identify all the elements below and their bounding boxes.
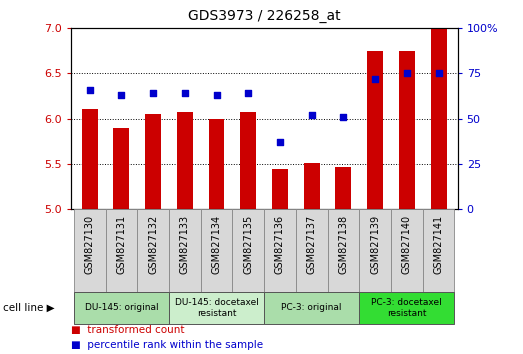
Text: GSM827135: GSM827135 bbox=[243, 215, 253, 274]
Point bbox=[212, 92, 221, 98]
Point bbox=[371, 76, 379, 82]
Bar bbox=[82, 109, 98, 209]
Text: GSM827139: GSM827139 bbox=[370, 215, 380, 274]
Bar bbox=[232, 209, 264, 292]
Text: DU-145: original: DU-145: original bbox=[85, 303, 158, 313]
Bar bbox=[209, 120, 224, 209]
Text: GSM827141: GSM827141 bbox=[434, 215, 444, 274]
Text: cell line ▶: cell line ▶ bbox=[3, 303, 54, 313]
Bar bbox=[391, 209, 423, 292]
Bar bbox=[177, 112, 193, 209]
Bar bbox=[241, 112, 256, 209]
Bar bbox=[399, 51, 415, 209]
Bar bbox=[335, 167, 351, 209]
Text: ■  transformed count: ■ transformed count bbox=[71, 325, 184, 335]
Bar bbox=[169, 292, 264, 324]
Bar bbox=[430, 28, 447, 209]
Text: ■  percentile rank within the sample: ■ percentile rank within the sample bbox=[71, 341, 263, 350]
Text: GSM827132: GSM827132 bbox=[148, 215, 158, 274]
Point bbox=[435, 71, 443, 76]
Bar bbox=[359, 209, 391, 292]
Text: GDS3973 / 226258_at: GDS3973 / 226258_at bbox=[188, 9, 340, 23]
Point bbox=[244, 91, 253, 96]
Bar bbox=[145, 114, 161, 209]
Point bbox=[117, 92, 126, 98]
Text: GSM827134: GSM827134 bbox=[211, 215, 222, 274]
Point bbox=[85, 87, 94, 92]
Bar bbox=[201, 209, 232, 292]
Bar bbox=[264, 209, 296, 292]
Text: DU-145: docetaxel
resistant: DU-145: docetaxel resistant bbox=[175, 298, 258, 318]
Text: GSM827130: GSM827130 bbox=[85, 215, 95, 274]
Bar bbox=[327, 209, 359, 292]
Text: PC-3: original: PC-3: original bbox=[281, 303, 342, 313]
Text: GSM827136: GSM827136 bbox=[275, 215, 285, 274]
Text: GSM827137: GSM827137 bbox=[306, 215, 317, 274]
Text: GSM827133: GSM827133 bbox=[180, 215, 190, 274]
Bar bbox=[272, 169, 288, 209]
Text: GSM827138: GSM827138 bbox=[338, 215, 348, 274]
Text: PC-3: docetaxel
resistant: PC-3: docetaxel resistant bbox=[371, 298, 442, 318]
Bar bbox=[304, 163, 320, 209]
Point bbox=[308, 112, 316, 118]
Text: GSM827131: GSM827131 bbox=[116, 215, 127, 274]
Bar bbox=[169, 209, 201, 292]
Point bbox=[339, 114, 348, 120]
Bar bbox=[367, 51, 383, 209]
Point bbox=[276, 139, 284, 145]
Bar bbox=[74, 209, 106, 292]
Point bbox=[149, 91, 157, 96]
Bar bbox=[296, 209, 327, 292]
Bar bbox=[423, 209, 454, 292]
Point bbox=[180, 91, 189, 96]
Text: GSM827140: GSM827140 bbox=[402, 215, 412, 274]
Point bbox=[403, 71, 411, 76]
Bar bbox=[359, 292, 454, 324]
Bar bbox=[106, 209, 137, 292]
Bar bbox=[264, 292, 359, 324]
Bar bbox=[74, 292, 169, 324]
Bar bbox=[137, 209, 169, 292]
Bar bbox=[113, 128, 129, 209]
